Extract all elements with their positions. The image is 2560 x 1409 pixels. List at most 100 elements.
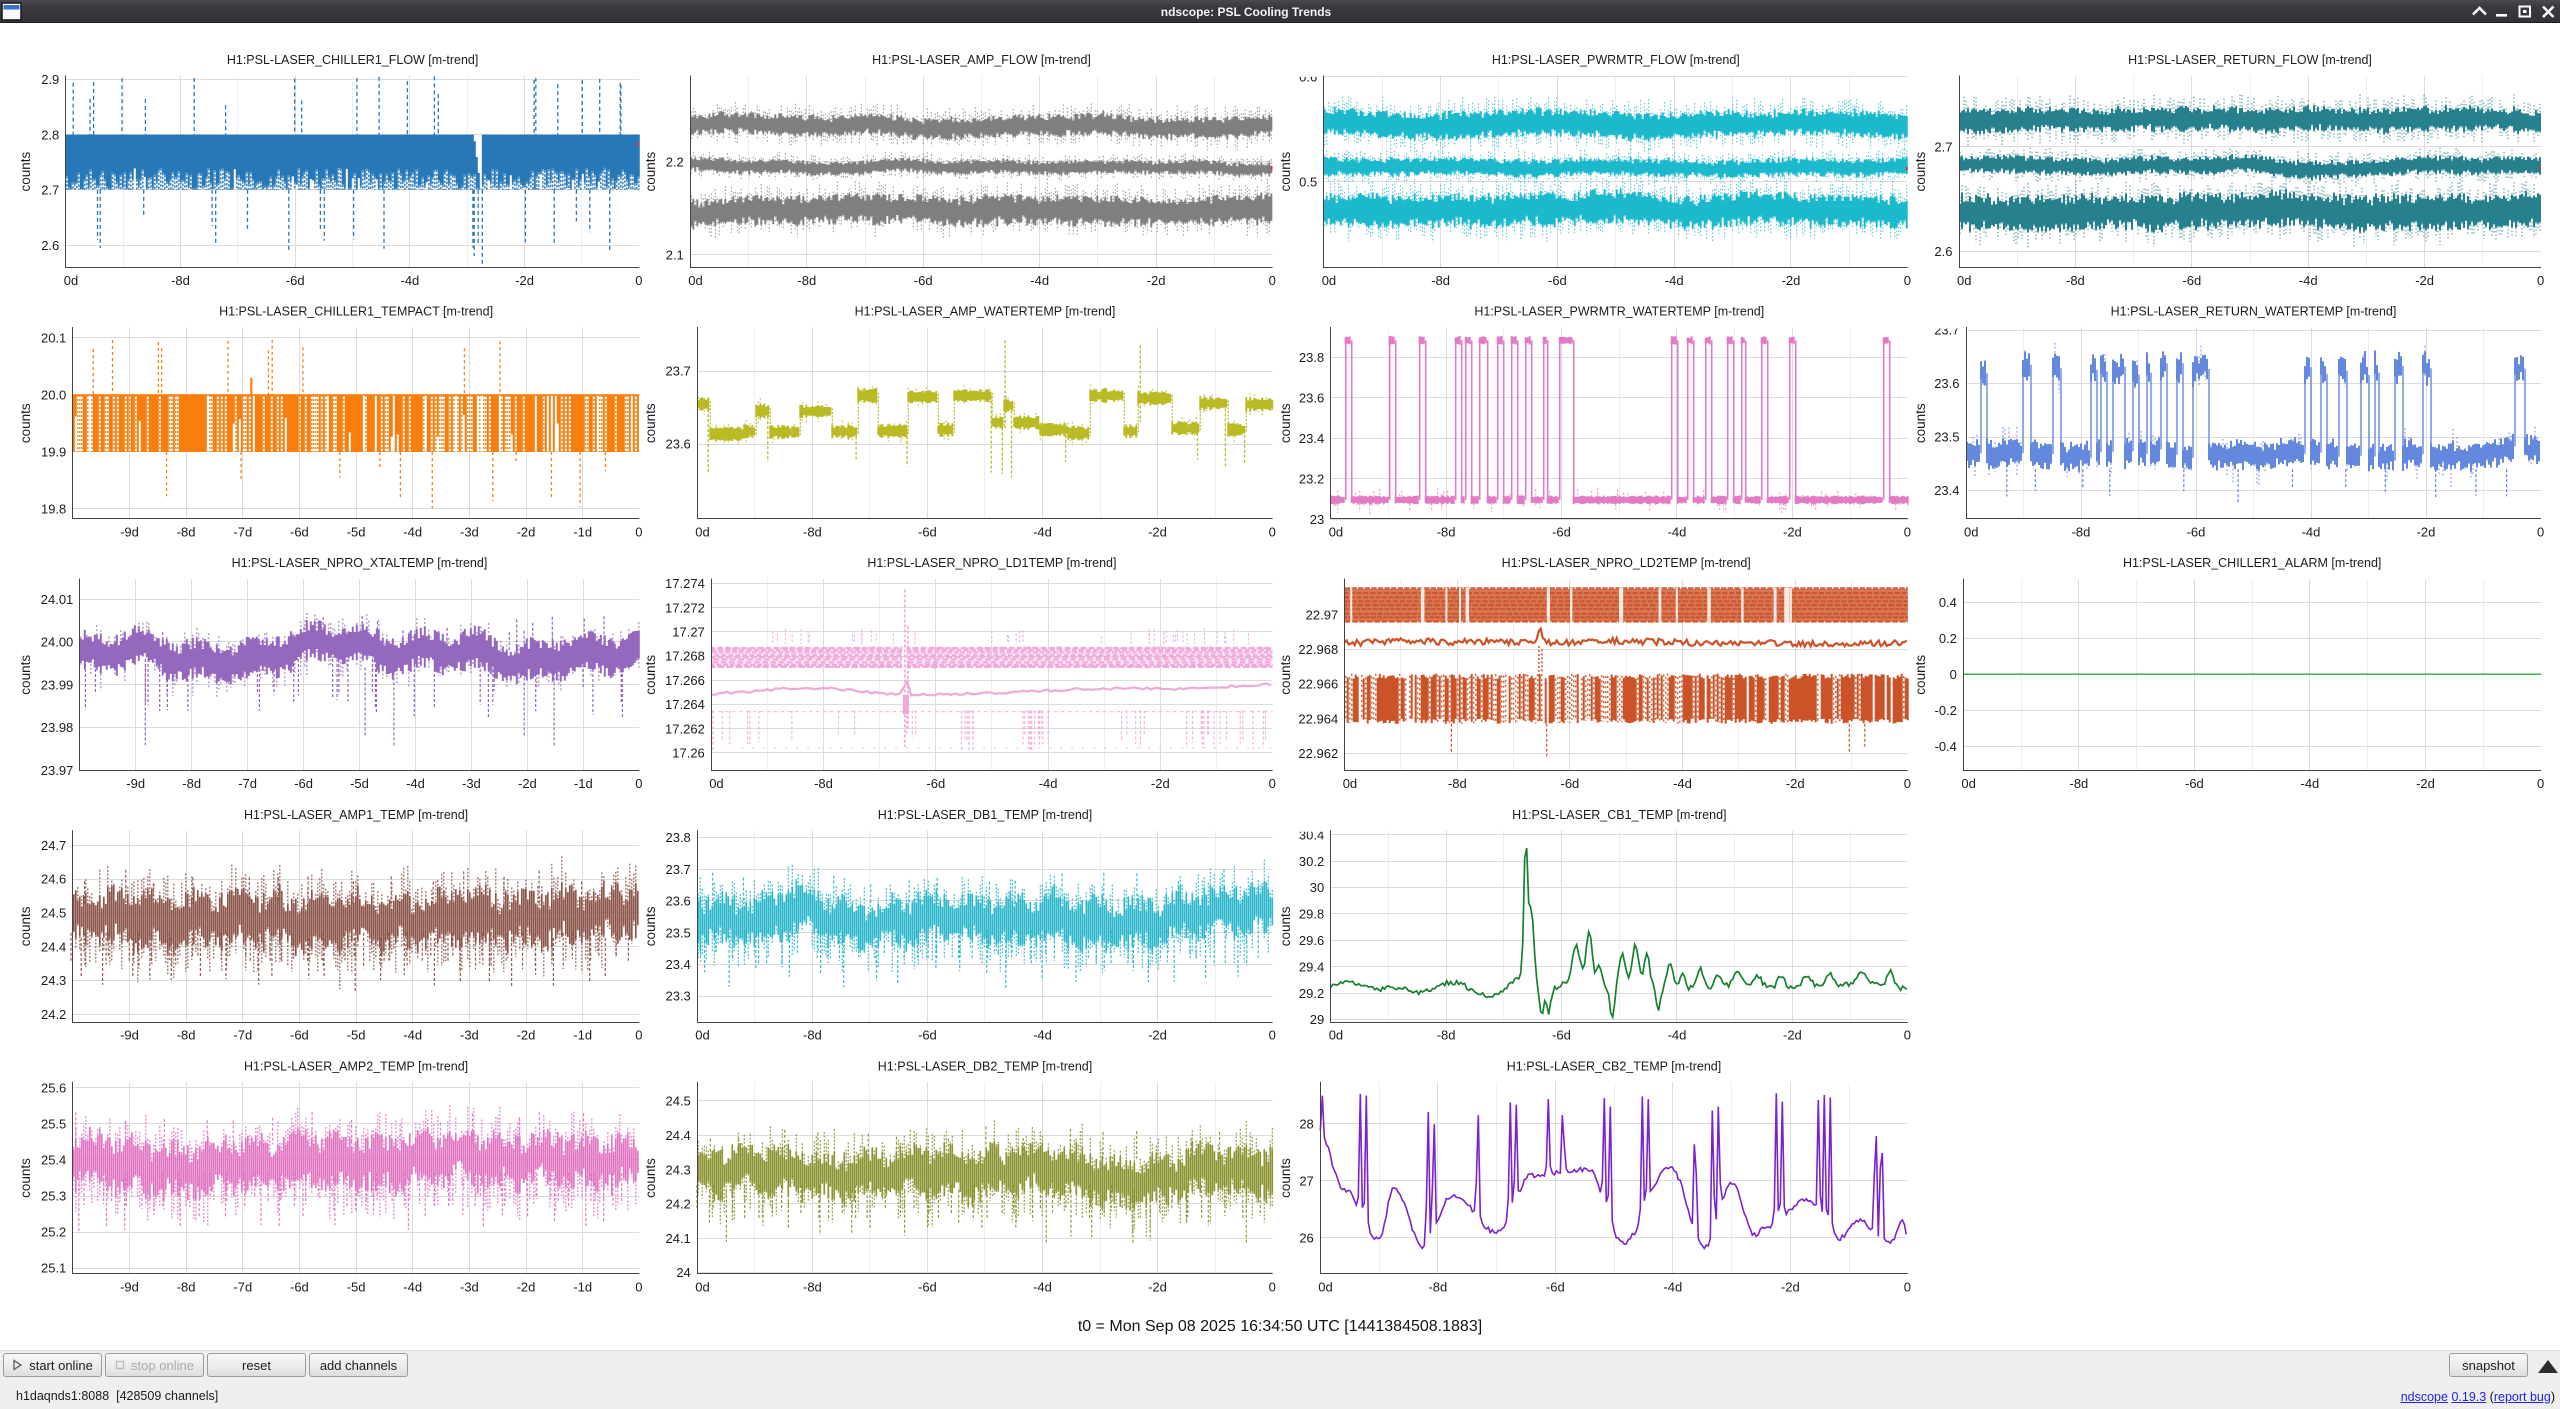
svg-text:-2d: -2d bbox=[1786, 776, 1805, 791]
svg-text:-9d: -9d bbox=[120, 1028, 139, 1043]
svg-text:20.1: 20.1 bbox=[41, 331, 66, 346]
svg-text:-6d: -6d bbox=[1546, 1279, 1565, 1294]
svg-text:0.2: 0.2 bbox=[1939, 631, 1957, 646]
svg-text:H1:PSL-LASER_CB1_TEMP [m-trend: H1:PSL-LASER_CB1_TEMP [m-trend] bbox=[1512, 808, 1726, 822]
svg-text:-0.2: -0.2 bbox=[1934, 703, 1956, 718]
svg-text:-6d: -6d bbox=[918, 1279, 937, 1294]
svg-text:counts: counts bbox=[1278, 1158, 1293, 1198]
svg-text:0.6: 0.6 bbox=[1299, 70, 1317, 85]
svg-text:17.266: 17.266 bbox=[665, 673, 705, 688]
svg-text:-8d: -8d bbox=[2066, 273, 2085, 288]
svg-text:24.2: 24.2 bbox=[665, 1197, 690, 1212]
svg-text:H1:PSL-LASER_NPRO_LD2TEMP [m-t: H1:PSL-LASER_NPRO_LD2TEMP [m-trend] bbox=[1502, 556, 1751, 570]
svg-text:25.3: 25.3 bbox=[41, 1189, 66, 1204]
svg-text:30.4: 30.4 bbox=[1299, 827, 1324, 842]
svg-text:H1:PSL-LASER_NPRO_XTALTEMP [m-: H1:PSL-LASER_NPRO_XTALTEMP [m-trend] bbox=[232, 556, 488, 570]
svg-text:0d: 0d bbox=[695, 525, 709, 540]
svg-text:-6d: -6d bbox=[2185, 776, 2204, 791]
svg-text:0: 0 bbox=[635, 525, 642, 540]
svg-text:23.8: 23.8 bbox=[1299, 350, 1324, 365]
svg-text:-6d: -6d bbox=[286, 273, 305, 288]
svg-text:0d: 0d bbox=[1322, 273, 1336, 288]
svg-text:-8d: -8d bbox=[803, 1279, 822, 1294]
svg-text:H1:PSL-LASER_PWRMTR_FLOW [m-tr: H1:PSL-LASER_PWRMTR_FLOW [m-trend] bbox=[1492, 53, 1740, 67]
svg-text:-6d: -6d bbox=[918, 525, 937, 540]
svg-text:22.968: 22.968 bbox=[1298, 642, 1338, 657]
svg-text:-4d: -4d bbox=[1039, 776, 1058, 791]
svg-text:-1d: -1d bbox=[573, 1028, 592, 1043]
svg-text:counts: counts bbox=[1278, 151, 1293, 191]
svg-text:counts: counts bbox=[18, 403, 33, 443]
svg-text:23.6: 23.6 bbox=[1934, 376, 1959, 391]
svg-text:0d: 0d bbox=[688, 273, 702, 288]
svg-text:0: 0 bbox=[2537, 776, 2544, 791]
svg-text:-3d: -3d bbox=[460, 1028, 479, 1043]
svg-text:0: 0 bbox=[635, 1279, 642, 1294]
svg-text:29.4: 29.4 bbox=[1299, 959, 1324, 974]
svg-text:counts: counts bbox=[1278, 655, 1293, 695]
svg-text:23.4: 23.4 bbox=[1934, 483, 1959, 498]
svg-text:24.2: 24.2 bbox=[41, 1007, 66, 1022]
svg-text:H1:PSL-LASER_CHILLER1_ALARM [m: H1:PSL-LASER_CHILLER1_ALARM [m-trend] bbox=[2123, 556, 2381, 570]
svg-text:25.5: 25.5 bbox=[41, 1117, 66, 1132]
svg-text:-6d: -6d bbox=[290, 1028, 309, 1043]
svg-text:25.6: 25.6 bbox=[41, 1081, 66, 1096]
svg-text:24.5: 24.5 bbox=[41, 906, 66, 921]
svg-text:22.964: 22.964 bbox=[1298, 711, 1338, 726]
svg-text:17.262: 17.262 bbox=[665, 721, 705, 736]
svg-text:27: 27 bbox=[1299, 1173, 1313, 1188]
svg-text:17.268: 17.268 bbox=[665, 649, 705, 664]
svg-text:0: 0 bbox=[1269, 1028, 1276, 1043]
svg-text:24.6: 24.6 bbox=[41, 872, 66, 887]
svg-text:H1:PSL-LASER_AMP1_TEMP [m-tren: H1:PSL-LASER_AMP1_TEMP [m-trend] bbox=[244, 808, 468, 822]
svg-text:counts: counts bbox=[1913, 151, 1928, 191]
svg-text:0: 0 bbox=[1904, 525, 1911, 540]
svg-text:counts: counts bbox=[643, 655, 658, 695]
svg-text:17.272: 17.272 bbox=[665, 600, 705, 615]
svg-text:-4d: -4d bbox=[406, 776, 425, 791]
svg-text:-4d: -4d bbox=[1033, 525, 1052, 540]
svg-text:0: 0 bbox=[635, 776, 642, 791]
svg-text:23.8: 23.8 bbox=[665, 830, 690, 845]
svg-text:24: 24 bbox=[676, 1265, 690, 1280]
svg-text:H1:PSL-LASER_CB2_TEMP [m-trend: H1:PSL-LASER_CB2_TEMP [m-trend] bbox=[1507, 1059, 1721, 1073]
svg-text:counts: counts bbox=[643, 403, 658, 443]
svg-text:-4d: -4d bbox=[2299, 273, 2318, 288]
svg-text:-2d: -2d bbox=[515, 273, 534, 288]
svg-text:2.2: 2.2 bbox=[666, 155, 684, 170]
svg-text:-6d: -6d bbox=[2182, 273, 2201, 288]
svg-text:H1:PSL-LASER_DB2_TEMP [m-trend: H1:PSL-LASER_DB2_TEMP [m-trend] bbox=[878, 1059, 1092, 1073]
svg-text:-8d: -8d bbox=[1428, 1279, 1447, 1294]
svg-text:0: 0 bbox=[1269, 776, 1276, 791]
svg-text:counts: counts bbox=[18, 151, 33, 191]
svg-text:-4d: -4d bbox=[401, 273, 420, 288]
svg-text:2.6: 2.6 bbox=[1934, 244, 1952, 259]
svg-text:counts: counts bbox=[1278, 906, 1293, 946]
svg-text:0d: 0d bbox=[1961, 776, 1975, 791]
svg-text:-8d: -8d bbox=[1437, 1028, 1456, 1043]
svg-text:26: 26 bbox=[1299, 1230, 1313, 1245]
svg-text:H1:PSL-LASER_RETURN_FLOW [m-tr: H1:PSL-LASER_RETURN_FLOW [m-trend] bbox=[2128, 53, 2372, 67]
svg-text:-2d: -2d bbox=[1148, 525, 1167, 540]
svg-text:2.8: 2.8 bbox=[41, 127, 59, 142]
svg-text:-8d: -8d bbox=[177, 1279, 196, 1294]
svg-text:H1:PSL-LASER_CHILLER1_FLOW [m-: H1:PSL-LASER_CHILLER1_FLOW [m-trend] bbox=[227, 53, 478, 67]
svg-text:2.9: 2.9 bbox=[41, 72, 59, 87]
svg-text:28: 28 bbox=[1299, 1116, 1313, 1131]
svg-text:23.7: 23.7 bbox=[1934, 323, 1959, 338]
svg-text:23.2: 23.2 bbox=[1299, 471, 1324, 486]
svg-text:23.7: 23.7 bbox=[665, 364, 690, 379]
svg-text:-3d: -3d bbox=[460, 525, 479, 540]
svg-text:23.6: 23.6 bbox=[665, 437, 690, 452]
svg-text:-2d: -2d bbox=[2416, 776, 2435, 791]
svg-text:-4d: -4d bbox=[1033, 1028, 1052, 1043]
svg-text:0d: 0d bbox=[64, 273, 78, 288]
svg-text:24.00: 24.00 bbox=[41, 635, 74, 650]
svg-text:23.7: 23.7 bbox=[665, 862, 690, 877]
svg-text:0d: 0d bbox=[1343, 776, 1357, 791]
svg-text:0: 0 bbox=[1269, 525, 1276, 540]
svg-text:-2d: -2d bbox=[1781, 1279, 1800, 1294]
svg-text:-2d: -2d bbox=[1782, 273, 1801, 288]
svg-text:H1:PSL-LASER_AMP2_TEMP [m-tren: H1:PSL-LASER_AMP2_TEMP [m-trend] bbox=[244, 1059, 468, 1073]
svg-text:-2d: -2d bbox=[2415, 273, 2434, 288]
